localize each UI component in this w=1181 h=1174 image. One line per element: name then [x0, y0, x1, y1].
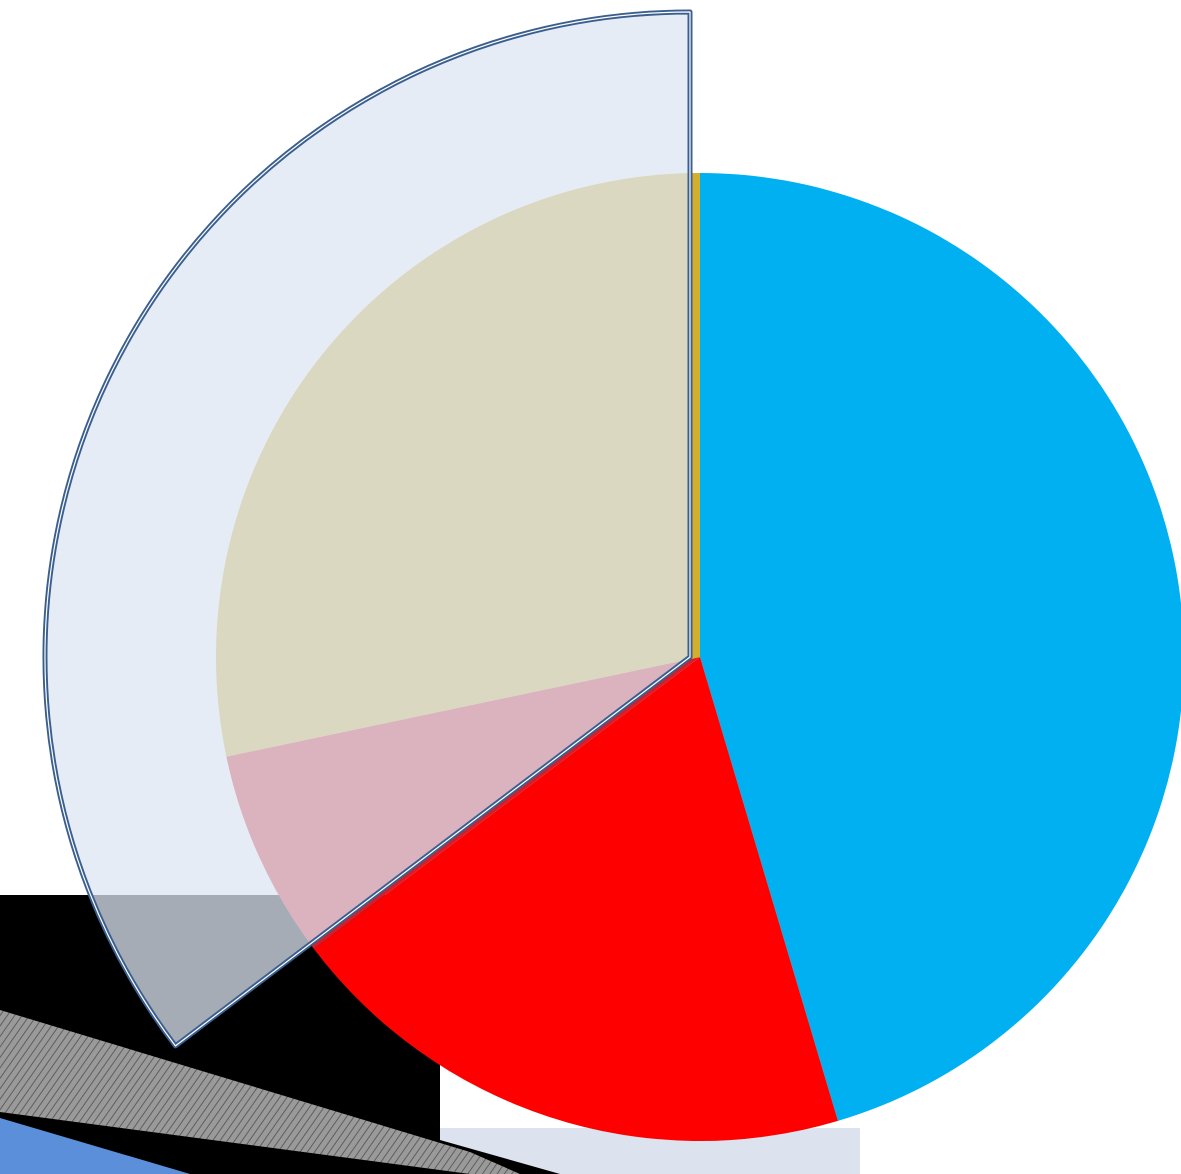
striped-ribbon — [0, 1010, 520, 1174]
pie-slice-1 — [700, 173, 1181, 1121]
light-diagonal-band — [440, 1128, 860, 1174]
blue-accent-strip — [0, 1118, 190, 1174]
highlight-layer — [42, 9, 693, 1049]
pie-slice-2 — [313, 657, 838, 1141]
highlight-wedge-inner-line — [44, 11, 691, 1047]
